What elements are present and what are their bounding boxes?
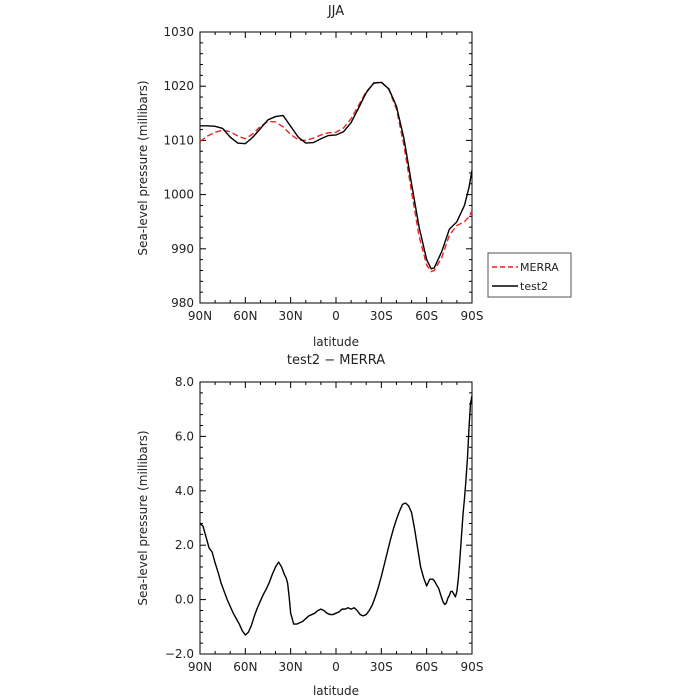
top-y-tick-label: 1030 bbox=[163, 25, 194, 39]
bottom-y-tick-label: −2.0 bbox=[165, 647, 194, 661]
top-series-line-merra bbox=[199, 81, 473, 273]
top-x-tick-label: 30S bbox=[370, 309, 393, 323]
bottom-x-tick-label: 30N bbox=[279, 660, 303, 674]
bottom-x-tick-label: 60N bbox=[233, 660, 257, 674]
legend-label-merra: MERRA bbox=[520, 261, 559, 274]
top-series-lines bbox=[199, 81, 473, 273]
bottom-x-axis-label: latitude bbox=[313, 684, 359, 698]
top-y-axis: 980 990 1000 1010 1020 1030 bbox=[163, 25, 472, 310]
legend-box bbox=[487, 252, 572, 298]
top-x-tick-label: 60S bbox=[415, 309, 438, 323]
top-y-tick-label: 990 bbox=[171, 242, 194, 256]
bottom-x-tick-label: 0 bbox=[332, 660, 340, 674]
bottom-y-tick-label: 6.0 bbox=[175, 429, 194, 443]
top-x-tick-label: 90N bbox=[188, 309, 212, 323]
bottom-chart-title: test2 − MERRA bbox=[287, 353, 385, 368]
top-y-tick-label: 980 bbox=[171, 296, 194, 310]
top-series-line-test2 bbox=[200, 81, 473, 270]
top-x-axis: 90N 60N 30N 0 30S 60S 90S bbox=[188, 32, 484, 323]
top-y-tick-label: 1020 bbox=[163, 79, 194, 93]
bottom-x-axis: 90N 60N 30N 0 30S 60S 90S bbox=[188, 382, 484, 674]
top-x-tick-label: 90S bbox=[461, 309, 484, 323]
bottom-y-tick-label: 0.0 bbox=[175, 593, 194, 607]
bottom-series-line-difference bbox=[199, 395, 473, 636]
bottom-y-tick-label: 2.0 bbox=[175, 538, 194, 552]
top-x-tick-label: 60N bbox=[233, 309, 257, 323]
top-y-axis-label: Sea-level pressure (millibars) bbox=[136, 80, 150, 255]
top-y-tick-label: 1000 bbox=[163, 188, 194, 202]
bottom-x-tick-label: 90N bbox=[188, 660, 212, 674]
top-x-axis-label: latitude bbox=[313, 335, 359, 349]
bottom-y-axis: −2.0 0.0 2.0 4.0 6.0 8.0 bbox=[165, 375, 472, 661]
top-plot-frame bbox=[199, 31, 473, 304]
legend: MERRA test2 bbox=[487, 252, 572, 298]
bottom-x-tick-label: 90S bbox=[461, 660, 484, 674]
bottom-x-tick-label: 30S bbox=[370, 660, 393, 674]
bottom-x-tick-label: 60S bbox=[415, 660, 438, 674]
bottom-series-lines bbox=[199, 395, 473, 636]
bottom-y-axis-label: Sea-level pressure (millibars) bbox=[136, 430, 150, 605]
top-x-tick-label: 0 bbox=[332, 309, 340, 323]
legend-label-test2: test2 bbox=[520, 280, 548, 293]
bottom-y-tick-label: 4.0 bbox=[175, 484, 194, 498]
bottom-plot-frame bbox=[199, 381, 473, 655]
top-chart-title: JJA bbox=[327, 4, 344, 19]
bottom-y-tick-label: 8.0 bbox=[175, 375, 194, 389]
top-x-tick-label: 30N bbox=[279, 309, 303, 323]
top-y-tick-label: 1010 bbox=[163, 133, 194, 147]
